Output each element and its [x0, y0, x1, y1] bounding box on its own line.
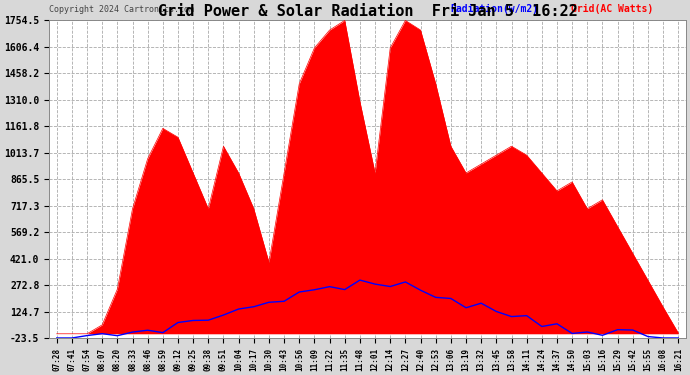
Text: Grid(AC Watts): Grid(AC Watts): [571, 4, 653, 14]
Text: Radiation(w/m2): Radiation(w/m2): [451, 4, 538, 14]
Title: Grid Power & Solar Radiation  Fri Jan 5  16:22: Grid Power & Solar Radiation Fri Jan 5 1…: [157, 4, 578, 19]
Text: Copyright 2024 Cartronics.com: Copyright 2024 Cartronics.com: [49, 5, 194, 14]
